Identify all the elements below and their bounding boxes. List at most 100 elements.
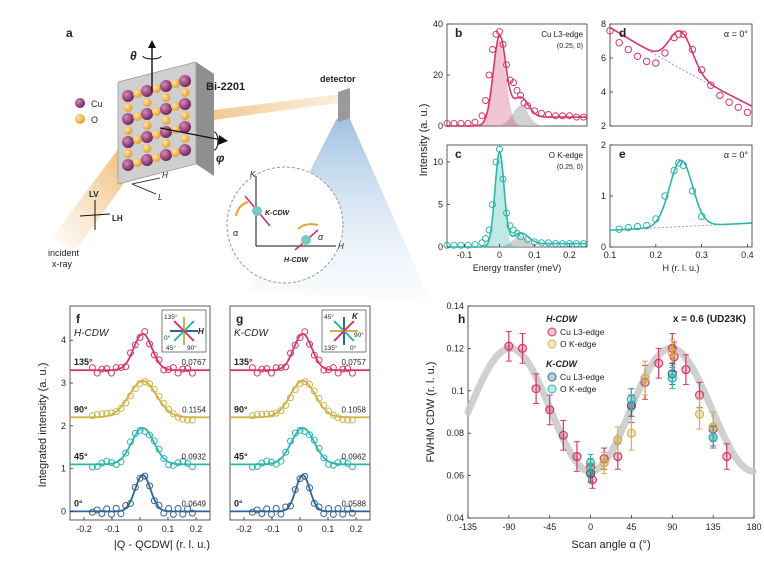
data-point-f [188,463,196,471]
data-point-g [253,411,261,419]
data-point-e [624,223,633,232]
o-atom [161,93,171,102]
o-atom [152,107,161,116]
data-point-g [296,379,304,387]
h-label: H [162,171,168,180]
x-tick-label-h: 90 [667,522,677,532]
data-point-f [184,416,192,424]
data-point-e [661,192,669,200]
data-point-c [496,145,503,153]
data-point-f [146,340,154,348]
inset-axis-f: H [198,327,204,336]
inset-label-g: 0° [350,344,357,352]
panel-label-e: e [619,147,626,161]
plot-frame-d [609,23,753,127]
data-point-f [131,483,139,491]
x-tick-label-g: 0.2 [350,524,363,534]
data-point-b [566,112,573,120]
data-point-b [559,112,566,120]
annotation-c: O K-edge [549,151,584,160]
data-point-e [697,212,706,221]
x-tick-label-f: -0.1 [104,524,120,534]
y-tick-label-d: 8 [601,19,606,29]
data-point-g [263,365,271,373]
x-tick-label-h: 45 [626,522,636,532]
data-point-g [334,414,342,422]
data-point-f [88,463,96,471]
o-atom [180,134,190,143]
data-point-g [253,462,261,470]
data-point-f [150,351,158,359]
annotation-e: α = 0° [724,150,748,160]
x-tick-label-h: 135 [706,522,721,532]
data-point-c [517,233,524,241]
data-point-f [184,460,192,468]
data-point-g [253,369,261,377]
o-atom [180,111,190,120]
fwhm-label-f-0: 0.0649 [182,499,207,508]
o-atom [152,153,161,162]
data-point-f [112,364,120,372]
cu-atom [141,108,153,120]
y-tick-label-f: 1 [61,464,66,474]
legend-marker-h [547,384,557,394]
data-point-g [286,394,294,402]
data-point-b [471,118,479,126]
x-tick-label-h: -90 [502,522,515,532]
data-point-e [652,215,660,223]
data-point-g [348,463,356,471]
data-point-c [471,240,479,248]
annotation2-b: (0.25, 0) [557,43,583,50]
fit-curve-f-3 [70,332,210,372]
data-point-f [179,365,187,373]
data-point-f [141,472,149,480]
data-point-f [88,364,96,372]
legend-marker-h [547,372,557,382]
y-tick-label-e: 0 [601,242,606,252]
angle-label-g-1: 45° [234,451,248,461]
x-tick-label-h: 0 [588,522,593,532]
data-point-g [296,334,304,342]
data-point-b [510,79,517,87]
x-tick-label-f: 0.2 [190,524,203,534]
data-point-f [98,365,106,373]
inset-label-g: 135° [324,344,338,352]
hcdw-ball [301,235,311,245]
data-point-f [150,497,158,505]
model-curve-h [464,344,757,475]
data-point-f [150,437,158,445]
data-point-b [531,107,538,115]
o-atom [180,88,190,97]
inset-label-f: 90° [187,344,197,352]
data-point-f [184,365,192,373]
legend-label-h: Cu L3-edge [560,327,605,337]
data-point-g [253,506,261,514]
data-point-g [339,510,347,518]
data-point-f [141,328,149,336]
data-point-g [258,510,266,518]
sample-side [196,62,214,176]
data-point-g [277,457,285,465]
title-h: x = 0.6 (UD23K) [673,314,746,325]
x-tick-label-e: 0.1 [604,250,617,260]
data-point-e [688,187,697,195]
x-axis-label-c: Energy transfer (meV) [473,263,562,273]
o-atom [133,135,142,144]
data-point-g [291,386,299,394]
data-point-g [263,505,271,513]
data-point-f [103,457,111,465]
x-tick-label-g: -0.2 [236,524,252,534]
data-point-f [107,369,115,377]
data-point-f [98,459,106,467]
lv-label: LV [89,190,99,199]
angle-label-g-3: 135° [234,357,253,367]
data-point-d [661,49,669,57]
inset-kcdw-label: K-CDW [265,210,290,217]
theta-arrow-icon [148,40,156,48]
data-point-f [160,509,168,517]
data-point-g [315,394,323,402]
data-point-f [122,449,130,457]
data-point-g [320,402,328,410]
component-shade-b [447,105,587,126]
